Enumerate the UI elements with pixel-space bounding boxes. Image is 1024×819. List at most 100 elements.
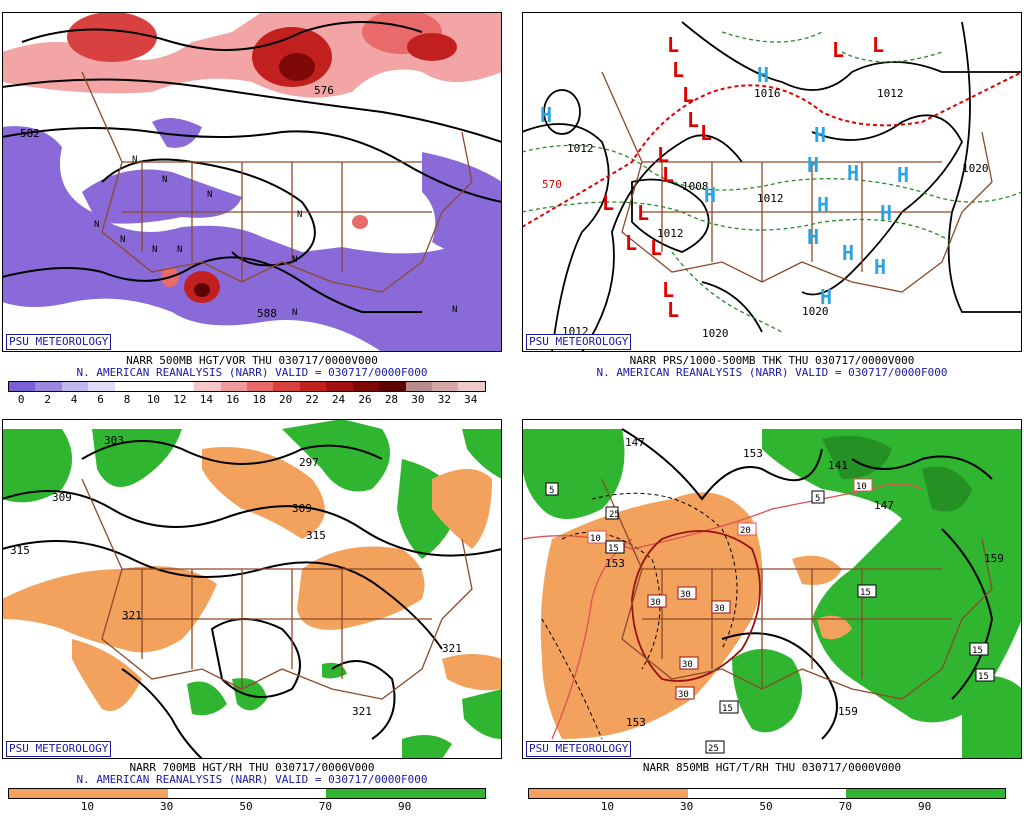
panel-700mb-rh: 303 309 315 321 297 309 315 321 321 PSU … <box>2 419 502 817</box>
low-center: L <box>650 236 662 260</box>
low-center: L <box>625 231 637 255</box>
height-labels: 303 309 315 321 297 309 315 321 321 <box>10 434 462 718</box>
temperature-30-contour <box>631 530 761 682</box>
temp-label-box: 10 <box>853 478 873 492</box>
product-title: NARR 500MB HGT/VOR THU 030717/0000V000 <box>126 354 378 367</box>
colorbar-tick-label: 50 <box>759 800 773 813</box>
height-labels: 147 153 141 147 153 159 153 159 <box>605 436 1004 729</box>
colorbar-segment <box>299 382 327 391</box>
colorbar-tick-label: 90 <box>918 800 932 813</box>
low-center: L <box>687 108 699 132</box>
colorbar-tick-label: 10 <box>146 393 161 406</box>
svg-text:N: N <box>177 245 182 255</box>
temp-label-box: 20 <box>737 522 757 536</box>
temp-label-box: 15 <box>857 584 877 598</box>
low-center: L <box>667 298 679 322</box>
colorbar-segment <box>88 382 115 391</box>
high-center: H <box>540 103 552 127</box>
colorbar-tick-label: 34 <box>464 393 478 406</box>
temperature-labels: 5 10 15 20 25 30 30 30 30 30 15 15 15 15… <box>545 478 995 754</box>
low-center: L <box>672 58 684 82</box>
high-center: H <box>874 255 886 279</box>
height-label: 159 <box>984 552 1004 565</box>
isobar-label: 1012 <box>657 227 684 240</box>
product-title: NARR PRS/1000-500MB THK THU 030717/0000V… <box>629 354 915 367</box>
svg-text:N: N <box>207 190 212 200</box>
low-pressure-centers: L L L L L L L L L L L L L L L <box>602 33 884 322</box>
colorbar-tick-label: 0 <box>17 393 25 406</box>
high-center: H <box>757 63 769 87</box>
temp-label: 5 <box>815 494 820 504</box>
temp-label-box: 25 <box>605 506 620 520</box>
colorbar-segment <box>766 789 847 798</box>
temp-label: 10 <box>590 534 601 544</box>
temp-label-box: 5 <box>811 490 825 504</box>
temp-label: 30 <box>678 690 689 700</box>
svg-text:N: N <box>292 255 297 265</box>
negative-vorticity-region-atlantic <box>422 152 502 256</box>
height-label: 141 <box>828 459 848 472</box>
colorbar-segment <box>61 382 89 391</box>
low-center: L <box>832 38 844 62</box>
dry-regions <box>540 492 852 739</box>
low-center: L <box>667 33 679 57</box>
vorticity-colorbar <box>8 381 486 392</box>
temp-label-box: 15 <box>605 540 625 554</box>
temp-label-box: 5 <box>545 482 559 496</box>
low-center: L <box>662 278 674 302</box>
colorbar-tick-label: 8 <box>123 393 131 406</box>
colorbar-segment <box>88 789 168 798</box>
temp-label: 30 <box>680 590 691 600</box>
colorbar-segment <box>326 382 353 391</box>
product-title: NARR 700MB HGT/RH THU 030717/0000V000 <box>129 761 375 774</box>
colorbar-tick-label: 30 <box>411 393 425 406</box>
low-center: L <box>662 163 674 187</box>
colorbar-segment <box>326 789 406 798</box>
isobar-label: 1012 <box>877 87 904 100</box>
colorbar-segment <box>114 382 142 391</box>
negative-vorticity-region-south <box>2 126 502 352</box>
svg-text:N: N <box>452 305 457 315</box>
high-center: H <box>704 183 716 207</box>
colorbar-segment <box>405 789 485 798</box>
valid-time-line: N. AMERICAN REANALYSIS (NARR) VALID = 03… <box>76 773 428 786</box>
height-label: 309 <box>292 502 312 515</box>
rh-colorbar <box>8 788 486 799</box>
rh-colorbar <box>528 788 1006 799</box>
contour-labels: 582 576 588 <box>20 84 334 320</box>
vorticity-map: 582 576 588 N N N N N N N N N N N <box>2 12 502 352</box>
temp-label-box: 15 <box>969 642 989 656</box>
vorticity-max-1 <box>67 12 157 62</box>
high-center: H <box>820 285 832 309</box>
negative-vorticity-region-plains <box>82 169 242 224</box>
isobar-label: 1020 <box>702 327 729 340</box>
vorticity-core-south <box>194 283 210 297</box>
colorbar-segment <box>141 382 168 391</box>
political-borders <box>601 478 993 700</box>
isobar-labels: 1012 1016 1020 1012 1012 1012 1020 1008 … <box>562 87 989 340</box>
colorbar-segment <box>846 789 926 798</box>
political-borders <box>601 71 993 293</box>
height-label: 147 <box>625 436 645 449</box>
temp-label-box: 30 <box>677 586 697 600</box>
colorbar-tick-label: 18 <box>252 393 266 406</box>
height-label: 303 <box>104 434 124 447</box>
colorbar-tick-label: 22 <box>305 393 319 406</box>
temp-label: 15 <box>860 588 871 598</box>
valid-time-line: N. AMERICAN REANALYSIS (NARR) VALID = 03… <box>596 366 948 379</box>
colorbar-segment <box>273 382 300 391</box>
height-label: 153 <box>743 447 763 460</box>
svg-text:N: N <box>94 220 99 230</box>
isotherms <box>541 492 738 740</box>
valid-time-line: N. AMERICAN REANALYSIS (NARR) VALID = 03… <box>76 366 428 379</box>
colorbar-segment <box>687 789 767 798</box>
colorbar-tick-label: 2 <box>44 393 51 406</box>
temp-label: 10 <box>856 482 867 492</box>
temp-label: 25 <box>708 744 719 754</box>
colorbar-segment <box>608 789 688 798</box>
colorbar-tick-label: 24 <box>331 393 346 406</box>
contour-label: 588 <box>257 307 277 320</box>
temp-label: 20 <box>740 526 751 536</box>
colorbar-tick-label: 12 <box>173 393 187 406</box>
psu-meteorology-badge: PSU METEOROLOGY <box>6 334 112 350</box>
